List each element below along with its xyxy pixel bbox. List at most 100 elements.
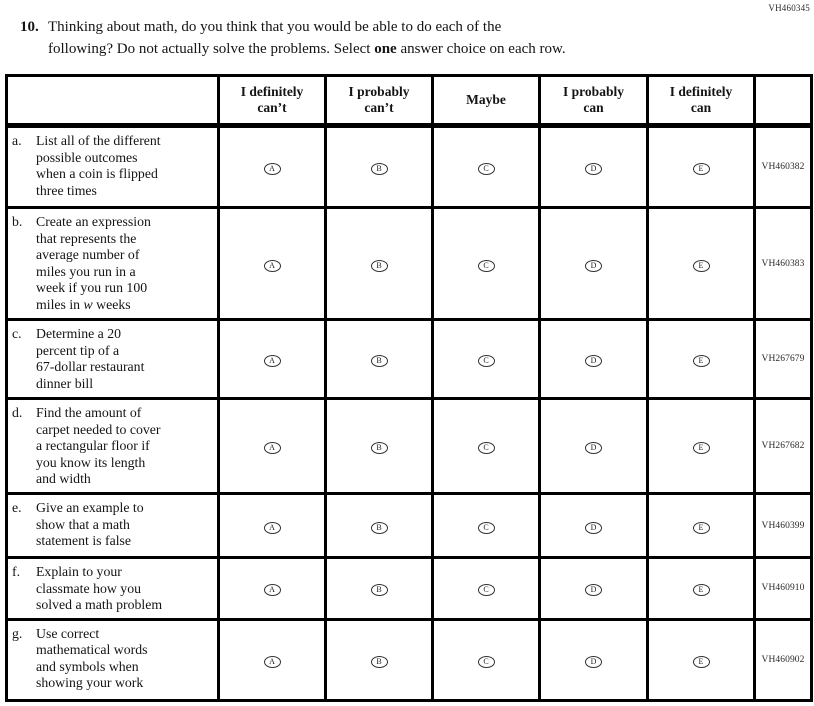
choice-bubble-b[interactable]: B [370, 163, 388, 175]
choice-bubble-d[interactable]: D [585, 521, 602, 534]
choice-bubble-b[interactable]: B [370, 655, 388, 668]
choice-cell-a: A [217, 617, 327, 702]
choice-bubble-b[interactable]: B [370, 355, 388, 367]
choice-bubble-a[interactable]: A [263, 655, 281, 668]
choice-bubble-d[interactable]: D [585, 163, 602, 175]
choice-cell-c: C [431, 556, 541, 621]
choice-cell-e: E [646, 492, 756, 559]
choice-bubble-e[interactable]: E [692, 584, 710, 597]
choice-bubble-e[interactable]: E [692, 655, 710, 668]
choice-bubble-d[interactable]: D [585, 655, 602, 668]
choice-cell-b: B [324, 318, 434, 400]
choice-bubble-e[interactable]: E [692, 259, 710, 272]
choice-bubble-e[interactable]: E [692, 163, 710, 175]
row-label: f. [12, 564, 21, 579]
choice-cell-a: A [217, 206, 327, 321]
item-code: VH460399 [753, 492, 813, 559]
choice-bubble-c[interactable]: C [477, 521, 495, 534]
stem-suffix: weeks [92, 296, 131, 312]
stem-text: Create an expression that represents the… [36, 214, 151, 312]
choice-bubble-d[interactable]: D [585, 259, 602, 272]
item-code: VH460910 [753, 556, 813, 621]
question-line-2: following? Do not actually solve the pro… [48, 38, 780, 60]
choice-cell-b: B [324, 492, 434, 559]
choice-bubble-b[interactable]: B [370, 259, 388, 272]
header-empty-code [753, 74, 813, 128]
choice-bubble-a[interactable]: A [263, 584, 281, 597]
stem-text: Use correct mathematical words and symbo… [36, 625, 148, 691]
row-stem: c. Determine a 20 percent tip of a 67-do… [5, 318, 220, 400]
table-row: b. Create an expression that represents … [5, 206, 813, 321]
choice-bubble-e[interactable]: E [692, 442, 710, 454]
choice-bubble-d[interactable]: D [585, 584, 602, 597]
header-row: I definitely can’t I probably can’t Mayb… [5, 74, 813, 128]
stem-text: Give an example to show that a math stat… [36, 500, 144, 548]
table-row: g. Use correct mathematical words and sy… [5, 617, 813, 702]
header-definitely-cant: I definitely can’t [217, 74, 327, 128]
choice-cell-c: C [431, 397, 541, 495]
stem-text: Explain to your classmate how you solved… [36, 564, 163, 612]
choice-cell-a: A [217, 556, 327, 621]
question-line-2-emphasis: one [374, 41, 397, 57]
choice-cell-a: A [217, 397, 327, 495]
table-row: e. Give an example to show that a math s… [5, 492, 813, 559]
choice-bubble-b[interactable]: B [370, 584, 388, 597]
row-label: a. [12, 133, 22, 148]
table-row: c. Determine a 20 percent tip of a 67-do… [5, 318, 813, 400]
item-code: VH460382 [753, 124, 813, 209]
choice-cell-e: E [646, 206, 756, 321]
header-probably-cant: I probably can’t [324, 74, 434, 128]
choice-cell-d: D [538, 206, 649, 321]
header-maybe: Maybe [431, 74, 541, 128]
page-accession-code: VH460345 [768, 3, 810, 13]
question-text: Thinking about math, do you think that y… [48, 16, 780, 60]
choice-bubble-c[interactable]: C [477, 655, 495, 668]
choice-cell-c: C [431, 124, 541, 209]
question-line-2-end: answer choice on each row. [396, 41, 566, 57]
item-code: VH267682 [753, 397, 813, 495]
choice-bubble-e[interactable]: E [692, 521, 710, 534]
choice-cell-b: B [324, 206, 434, 321]
choice-cell-e: E [646, 318, 756, 400]
table-row: a. List all of the different possible ou… [5, 124, 813, 209]
choice-bubble-c[interactable]: C [477, 442, 495, 454]
item-code: VH460902 [753, 617, 813, 702]
choice-cell-a: A [217, 124, 327, 209]
stem-text: Find the amount of carpet needed to cove… [36, 405, 161, 486]
choice-bubble-a[interactable]: A [263, 259, 281, 272]
row-label: g. [12, 625, 23, 641]
choice-cell-e: E [646, 124, 756, 209]
choice-cell-c: C [431, 318, 541, 400]
choice-bubble-d[interactable]: D [585, 442, 602, 454]
row-stem: d. Find the amount of carpet needed to c… [5, 397, 220, 495]
choice-cell-a: A [217, 318, 327, 400]
choice-bubble-c[interactable]: C [477, 259, 495, 272]
row-stem: b. Create an expression that represents … [5, 206, 220, 321]
question-line-1: Thinking about math, do you think that y… [48, 19, 502, 35]
stem-text: List all of the different possible outco… [36, 133, 161, 198]
choice-bubble-a[interactable]: A [263, 521, 281, 534]
row-stem: g. Use correct mathematical words and sy… [5, 617, 220, 702]
choice-bubble-b[interactable]: B [370, 442, 388, 454]
choice-cell-c: C [431, 206, 541, 321]
choice-bubble-c[interactable]: C [477, 163, 495, 175]
choice-cell-e: E [646, 397, 756, 495]
row-stem: a. List all of the different possible ou… [5, 124, 220, 209]
choice-cell-d: D [538, 556, 649, 621]
choice-cell-e: E [646, 617, 756, 702]
choice-bubble-a[interactable]: A [263, 163, 281, 175]
choice-cell-b: B [324, 556, 434, 621]
question-line-2-start: following? Do not actually solve the pro… [48, 41, 375, 57]
choice-bubble-b[interactable]: B [370, 521, 388, 534]
choice-bubble-e[interactable]: E [692, 355, 710, 367]
item-code: VH460383 [753, 206, 813, 321]
choice-bubble-c[interactable]: C [477, 584, 495, 597]
choice-bubble-d[interactable]: D [585, 355, 602, 367]
choice-bubble-c[interactable]: C [477, 355, 495, 367]
choice-cell-c: C [431, 617, 541, 702]
choice-bubble-a[interactable]: A [263, 355, 281, 367]
choice-cell-d: D [538, 318, 649, 400]
row-stem: f. Explain to your classmate how you sol… [5, 556, 220, 621]
choice-cell-d: D [538, 492, 649, 559]
choice-bubble-a[interactable]: A [263, 442, 281, 454]
